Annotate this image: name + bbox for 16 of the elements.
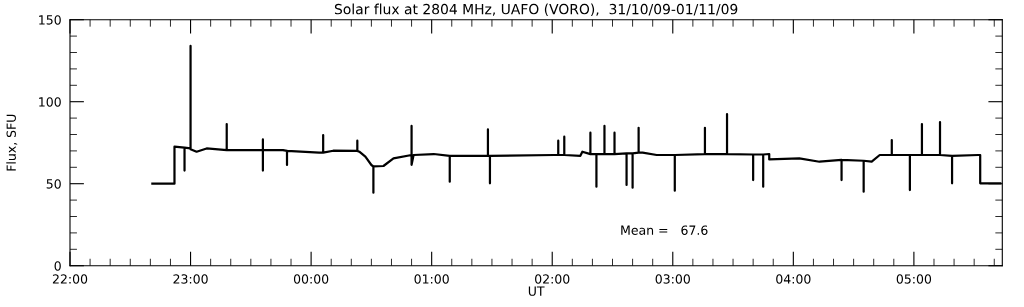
y-axis-title: Flux, SFU bbox=[6, 114, 18, 171]
y-tick-label: 150 bbox=[39, 15, 61, 25]
x-tick-label: 03:00 bbox=[655, 274, 690, 284]
x-axis-title: UT bbox=[528, 286, 545, 296]
x-tick-label: 00:00 bbox=[293, 274, 329, 284]
annotation: Mean = 67.6 bbox=[621, 225, 708, 235]
x-tick-label: 04:00 bbox=[776, 274, 811, 284]
y-tick-label: 50 bbox=[46, 179, 61, 189]
chart-title: Solar flux at 2804 MHz, UAFO (VORO), 31/10/09-01/11/09 bbox=[334, 3, 738, 16]
x-tick-label: 01:00 bbox=[414, 274, 449, 284]
y-tick-label: 0 bbox=[54, 261, 61, 271]
x-tick-label: 23:00 bbox=[173, 274, 208, 284]
x-tick-label: 05:00 bbox=[896, 274, 932, 284]
x-tick-label: 02:00 bbox=[535, 274, 570, 284]
y-tick-label: 100 bbox=[39, 97, 61, 107]
x-tick-label: 22:00 bbox=[52, 274, 88, 284]
